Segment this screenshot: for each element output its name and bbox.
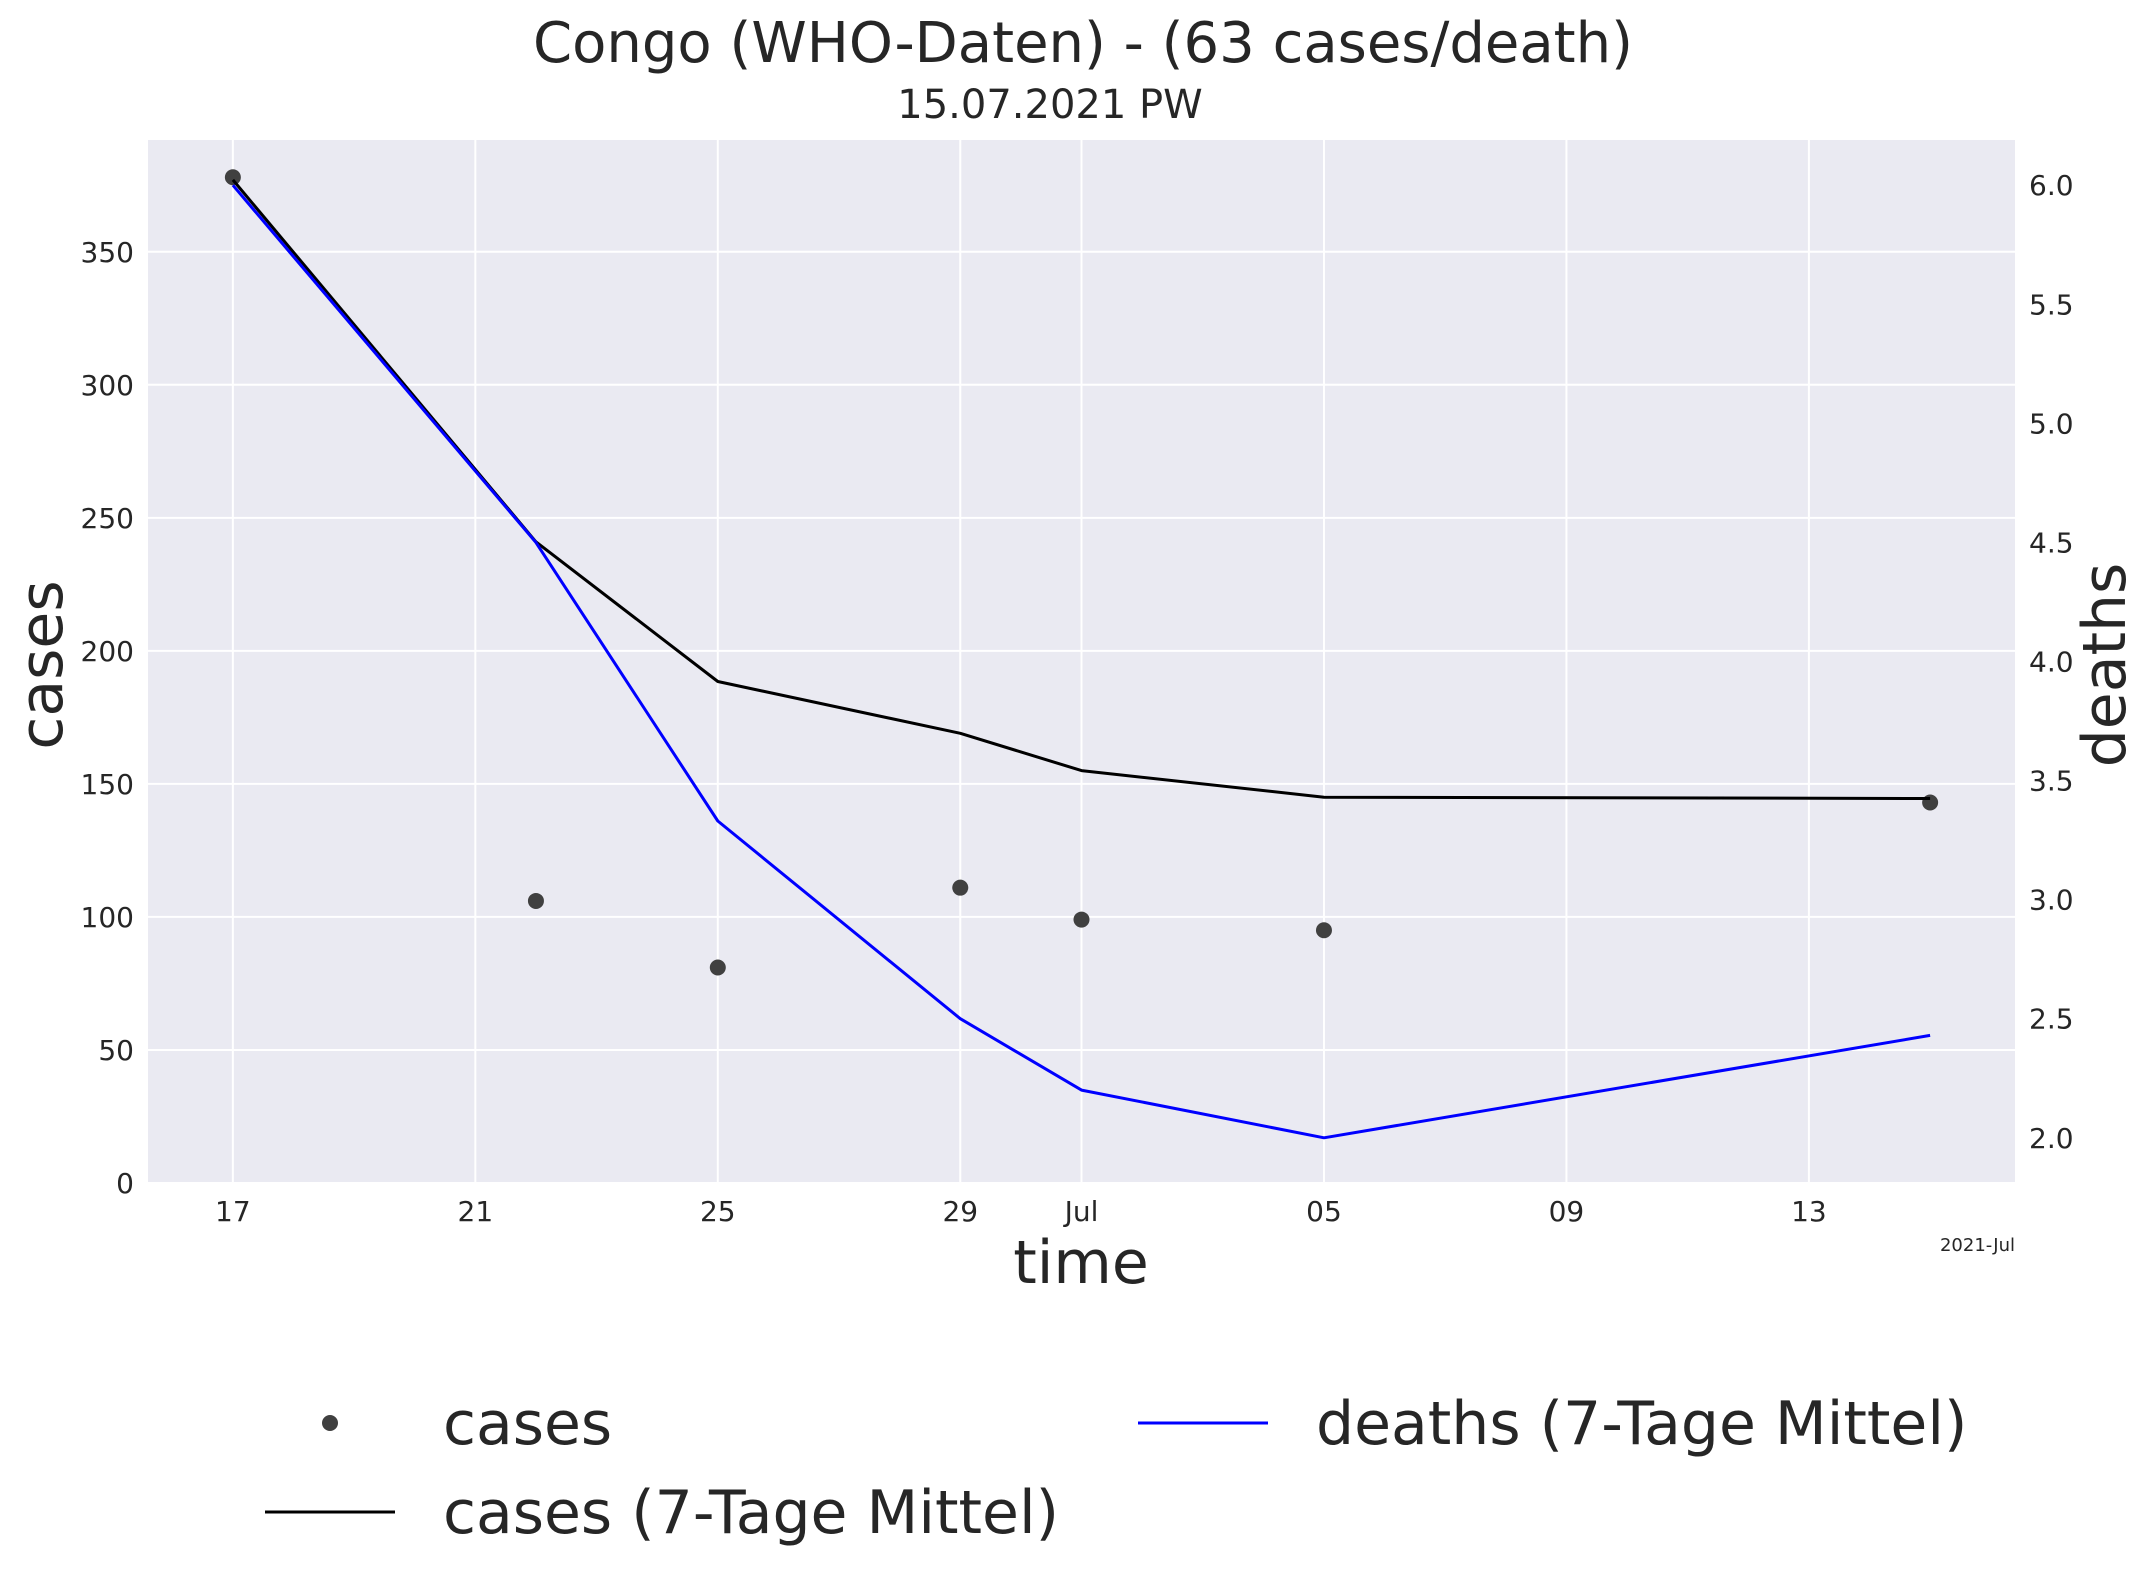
y-tick-label: 300 (81, 369, 134, 402)
x-tick-label: 29 (942, 1195, 978, 1228)
y-tick-label: 200 (81, 635, 134, 668)
y2-tick-label: 5.0 (2029, 407, 2074, 440)
legend-label-deaths-avg: deaths (7-Tage Mittel) (1316, 1389, 1967, 1459)
deaths-avg-line (231, 184, 1931, 1140)
x-tick-label: 09 (1549, 1195, 1585, 1228)
y-tick-label: 50 (98, 1034, 134, 1067)
y2-tick-label: 3.5 (2029, 765, 2074, 798)
y2-tick-label: 4.0 (2029, 646, 2074, 679)
cases-point (709, 959, 726, 976)
y2-tick-label: 3.0 (2029, 884, 2074, 917)
series-layer (224, 169, 1939, 1140)
y2-tick-label: 6.0 (2029, 169, 2074, 202)
y-tick-label: 0 (116, 1167, 134, 1200)
legend: cases cases (7-Tage Mittel) deaths (7-Ta… (265, 1389, 1967, 1548)
y-axis-label: cases (7, 580, 77, 749)
legend-label-cases: cases (443, 1389, 612, 1459)
y2-axis-label: deaths (2070, 563, 2140, 768)
y-tick-label: 150 (81, 768, 134, 801)
cases-point (1315, 922, 1332, 939)
y2-tick-label: 5.5 (2029, 288, 2074, 321)
cases-point (224, 169, 241, 186)
x-tick-label: 21 (458, 1195, 494, 1228)
chart-title: Congo (WHO-Daten) - (63 cases/death) (533, 11, 1633, 76)
x-offset-label: 2021-Jul (1940, 1235, 2015, 1256)
chart-subtitle: 15.07.2021 PW (897, 82, 1202, 128)
legend-marker-cases (322, 1415, 338, 1431)
x-tick-label: Jul (1063, 1195, 1099, 1228)
y-tick-label: 250 (81, 502, 134, 535)
cases-point (952, 879, 969, 896)
legend-label-cases-avg: cases (7-Tage Mittel) (443, 1478, 1059, 1548)
y2-tick-label: 2.0 (2029, 1122, 2074, 1155)
cases-point (1073, 911, 1090, 928)
cases-point (527, 892, 544, 909)
x-tick-label: 05 (1306, 1195, 1342, 1228)
x-tick-label: 25 (700, 1195, 736, 1228)
y-tick-label: 100 (81, 901, 134, 934)
tick-labels: 0501001502002503003502.02.53.03.54.04.55… (81, 169, 2074, 1228)
x-tick-label: 13 (1791, 1195, 1827, 1228)
cases-point (1922, 794, 1939, 811)
x-axis-label: time (1013, 1228, 1149, 1298)
x-tick-label: 17 (215, 1195, 251, 1228)
y-tick-label: 350 (81, 236, 134, 269)
y2-tick-label: 4.5 (2029, 526, 2074, 559)
y2-tick-label: 2.5 (2029, 1003, 2074, 1036)
